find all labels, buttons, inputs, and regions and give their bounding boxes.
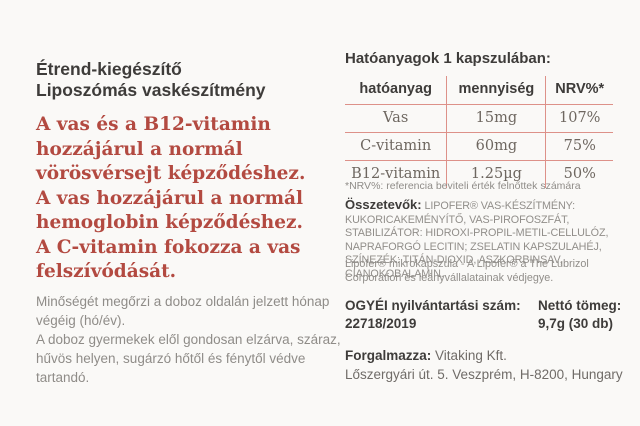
table-header-nrv: NRV%* — [545, 76, 613, 105]
net-weight-block: Nettó tömeg: 9,7g (30 db) — [538, 297, 621, 332]
table-header-ingredient: hatóanyag — [345, 76, 448, 105]
ingredients-label: Összetevők: — [345, 197, 422, 212]
product-title-line1: Étrend-kiegészítő — [36, 58, 182, 79]
table-row: Vas 15mg 107% — [345, 104, 613, 133]
registration-row: OGYÉI nyilvántartási szám: 22718/2019 Ne… — [345, 297, 635, 332]
claim-sentence: A C-vitamin fokozza a vas felszívódását. — [36, 236, 301, 283]
distributor-name: Vitaking Kft. — [435, 348, 507, 363]
product-title: Étrend-kiegészítő Liposzómás vaskészítmé… — [36, 59, 331, 101]
distributor-label: Forgalmazza: — [345, 348, 432, 363]
table-header-row: hatóanyag mennyiség NRV%* — [345, 76, 613, 105]
table-cell-nrv: 107% — [545, 104, 613, 133]
registration-number: 22718/2019 — [345, 315, 417, 331]
net-weight-label: Nettó tömeg: — [538, 298, 622, 313]
table-row: B12-vitamin 1.25µg 50% — [345, 160, 613, 188]
table-row: C-vitamin 60mg 75% — [345, 132, 613, 161]
distributor-line: Forgalmazza: Vitaking Kft. — [345, 347, 640, 366]
net-weight-value: 9,7g (30 db) — [538, 315, 614, 331]
table-cell-quantity: 15mg — [446, 104, 547, 133]
registration-block: OGYÉI nyilvántartási szám: 22718/2019 — [345, 297, 538, 332]
table-cell-ingredient: C-vitamin — [345, 132, 448, 161]
health-claims-text: A vas és a B12-vitamin hozzájárul a norm… — [36, 113, 308, 285]
table-cell-ingredient: B12-vitamin — [345, 160, 448, 188]
keep-away-note: A doboz gyermekek elől gondosan elzárva,… — [36, 332, 341, 385]
table-cell-nrv: 75% — [545, 132, 613, 161]
table-cell-ingredient: Vas — [345, 104, 448, 133]
table-cell-quantity: 60mg — [446, 132, 547, 161]
nutrition-table: hatóanyag mennyiség NRV%* Vas 15mg 107% … — [345, 76, 613, 188]
table-header-quantity: mennyiség — [446, 76, 547, 105]
distributor-address: Lőszergyári út. 5. Veszprém, H-8200, Hun… — [345, 366, 623, 382]
nutrition-table-title: Hatóanyagok 1 kapszulában: — [345, 50, 551, 67]
table-cell-nrv: 50% — [563, 166, 596, 182]
trademark-note: Lipofer® mikrokapszula - A Lipofer® a Th… — [345, 258, 589, 284]
best-before-note: Minőségét megőrzi a doboz oldalán jelzet… — [36, 294, 330, 328]
claim-sentence: A vas és a B12-vitamin hozzájárul a norm… — [36, 114, 306, 184]
distributor-block: Forgalmazza: Vitaking Kft. Lőszergyári ú… — [345, 347, 640, 384]
table-cell-quantity: 1.25µg — [446, 160, 547, 188]
storage-note: Minőségét megőrzi a doboz oldalán jelzet… — [36, 292, 341, 387]
nrv-footnote: *NRV%: referencia beviteli érték felnőtt… — [345, 180, 581, 192]
registration-label: OGYÉI nyilvántartási szám: — [345, 298, 521, 313]
ingredients-section: Összetevők: LIPOFER® VAS-KÉSZÍTMÉNY: KUK… — [345, 198, 633, 281]
claim-sentence: A vas hozzájárul a normál hemoglobin kép… — [36, 187, 304, 234]
ingredients-text: LIPOFER® VAS-KÉSZÍTMÉNY: KUKORICAKEMÉNYÍ… — [345, 200, 609, 280]
product-title-line2: Liposzómás vaskészítmény — [36, 79, 266, 100]
